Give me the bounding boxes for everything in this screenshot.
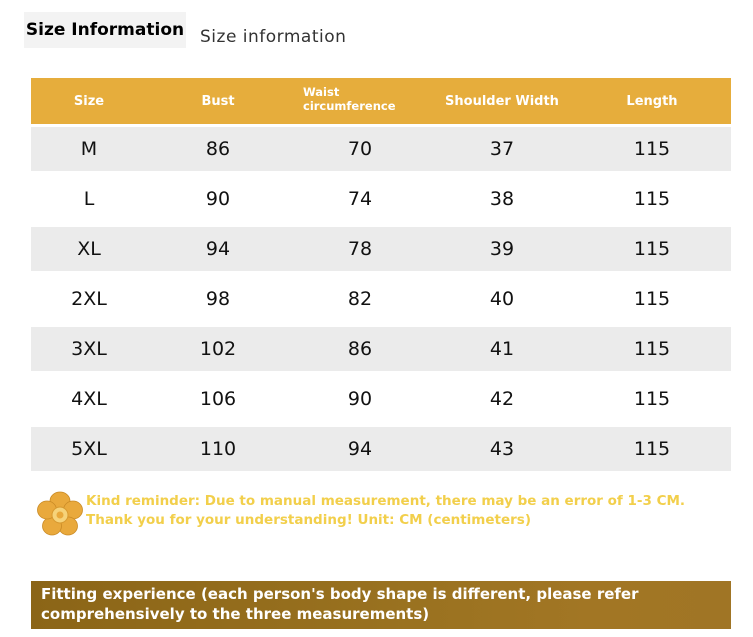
cell-size: 5XL — [31, 427, 147, 471]
cell-waist: 78 — [289, 227, 431, 271]
table-row: M 86 70 37 115 — [31, 124, 731, 174]
cell-size: M — [31, 127, 147, 171]
cell-shoulder: 37 — [431, 127, 573, 171]
cell-waist: 82 — [347, 288, 373, 310]
table-row: 2XL 98 82 40 115 — [31, 274, 731, 324]
cell-size: 2XL — [71, 288, 107, 310]
cell-bust: 90 — [205, 188, 231, 210]
cell-bust: 98 — [205, 288, 231, 310]
cell-length: 115 — [573, 327, 731, 371]
fitting-banner: Fitting experience (each person's body s… — [31, 581, 731, 629]
cell-bust: 86 — [147, 127, 289, 171]
cell-waist: 94 — [289, 427, 431, 471]
page-subtitle: Size information — [200, 27, 347, 47]
cell-bust: 106 — [199, 388, 237, 410]
cell-size: L — [83, 188, 95, 210]
page-title: Size Information — [24, 12, 186, 48]
column-header-bust: Bust — [201, 93, 235, 109]
column-header-size: Size — [73, 93, 105, 109]
cell-size: XL — [31, 227, 147, 271]
table-row: 4XL 106 90 42 115 — [31, 374, 731, 424]
page-title-text: Size Information — [25, 20, 185, 40]
column-header-shoulder: Shoulder Width — [445, 93, 559, 109]
reminder-text: Kind reminder: Due to manual measurement… — [86, 493, 686, 528]
table-row: 5XL 110 94 43 115 — [31, 424, 731, 474]
cell-shoulder: 41 — [431, 327, 573, 371]
cell-bust: 102 — [147, 327, 289, 371]
cell-length: 115 — [633, 288, 671, 310]
cell-length: 115 — [573, 127, 731, 171]
table-row: 3XL 102 86 41 115 — [31, 324, 731, 374]
cell-length: 115 — [633, 188, 671, 210]
cell-waist: 86 — [289, 327, 431, 371]
flower-icon — [37, 491, 83, 536]
table-row: L 90 74 38 115 — [31, 174, 731, 224]
column-header-length: Length — [626, 93, 678, 109]
cell-bust: 94 — [147, 227, 289, 271]
fitting-text: Fitting experience (each person's body s… — [41, 585, 639, 623]
cell-size: 3XL — [31, 327, 147, 371]
table-header: Size Bust Waist circumference Shoulder W… — [31, 78, 731, 124]
cell-bust: 110 — [147, 427, 289, 471]
cell-length: 115 — [633, 388, 671, 410]
table-row: XL 94 78 39 115 — [31, 224, 731, 274]
cell-shoulder: 39 — [431, 227, 573, 271]
cell-shoulder: 43 — [431, 427, 573, 471]
cell-length: 115 — [573, 427, 731, 471]
cell-shoulder: 38 — [489, 188, 515, 210]
cell-shoulder: 42 — [489, 388, 515, 410]
kind-reminder: Kind reminder: Due to manual measurement… — [36, 488, 736, 538]
cell-waist: 74 — [347, 188, 373, 210]
cell-length: 115 — [573, 227, 731, 271]
cell-waist: 90 — [347, 388, 373, 410]
size-table: Size Bust Waist circumference Shoulder W… — [31, 78, 731, 474]
cell-shoulder: 40 — [489, 288, 515, 310]
cell-size: 4XL — [71, 388, 107, 410]
cell-waist: 70 — [289, 127, 431, 171]
column-header-waist: Waist circumference — [303, 85, 396, 113]
